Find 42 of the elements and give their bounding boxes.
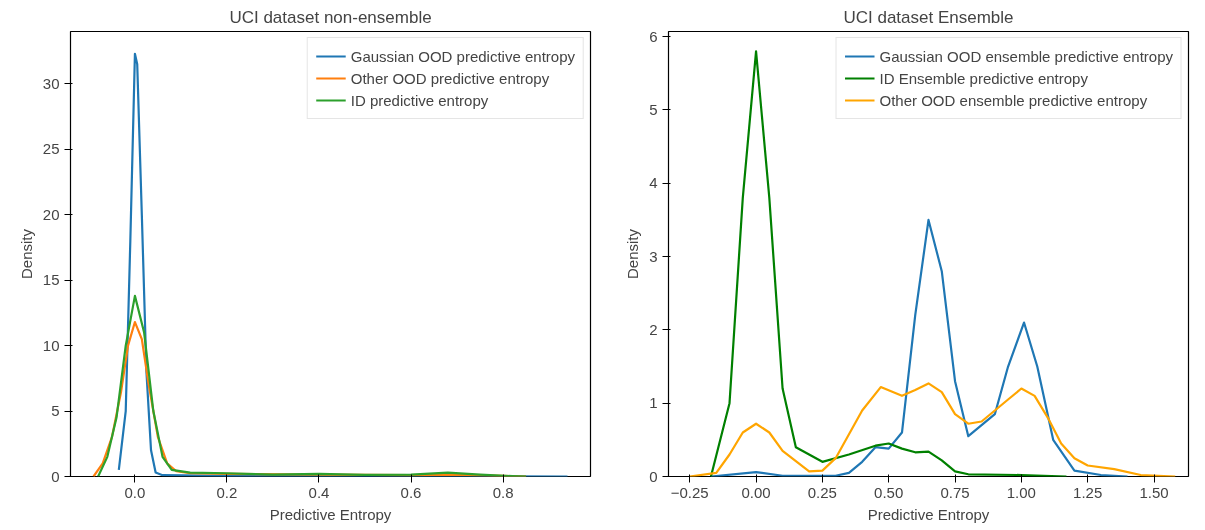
x-tick-label: −0.25 (670, 483, 709, 501)
x-tick-label: 0.50 (874, 483, 904, 501)
chart-title: UCI dataset non-ensemble (229, 7, 432, 27)
legend-label: Gaussian OOD predictive entropy (350, 47, 575, 65)
x-tick-label: 0.75 (940, 483, 970, 501)
y-tick-label: 3 (649, 247, 658, 265)
x-tick-label: 1.50 (1139, 483, 1169, 501)
y-tick-label: 6 (649, 27, 658, 45)
line-series (709, 218, 1129, 477)
y-tick-label: 20 (42, 205, 60, 223)
y-tick-label: 4 (649, 174, 658, 192)
x-tick-label: 0.00 (741, 483, 771, 501)
x-tick-label: 0.0 (124, 483, 146, 501)
legend-label: ID Ensemble predictive entropy (879, 69, 1088, 87)
legend-label: ID predictive entropy (350, 91, 489, 109)
x-tick-label: 0.25 (807, 483, 837, 501)
y-tick-label: 10 (42, 336, 60, 354)
x-tick-label: 0.6 (400, 483, 422, 501)
y-tick-label: 25 (42, 140, 60, 158)
x-tick-label: 0.8 (492, 483, 514, 501)
y-axis-title: Density (17, 228, 35, 280)
legend-label: Other OOD predictive entropy (350, 69, 550, 87)
y-tick-label: 5 (51, 402, 60, 420)
chart-title: UCI dataset Ensemble (843, 7, 1014, 27)
y-tick-label: 30 (42, 74, 60, 92)
x-tick-label: 0.4 (308, 483, 330, 501)
y-tick-label: 5 (649, 100, 658, 118)
x-tick-label: 1.25 (1073, 483, 1103, 501)
y-tick-label: 0 (649, 467, 658, 485)
line-series (97, 294, 528, 477)
line-series (688, 382, 1177, 477)
legend-label: Gaussian OOD ensemble predictive entropy (879, 47, 1173, 65)
y-tick-label: 0 (51, 467, 60, 485)
x-tick-label: 0.2 (216, 483, 238, 501)
x-axis-title: Predictive Entropy (269, 505, 392, 523)
y-tick-label: 2 (649, 320, 658, 338)
x-tick-label: 1.00 (1006, 483, 1036, 501)
legend-label: Other OOD ensemble predictive entropy (879, 91, 1148, 109)
x-axis-title: Predictive Entropy (867, 505, 990, 523)
y-axis-title: Density (624, 228, 642, 280)
y-tick-label: 15 (42, 271, 60, 289)
y-tick-label: 1 (649, 394, 658, 412)
